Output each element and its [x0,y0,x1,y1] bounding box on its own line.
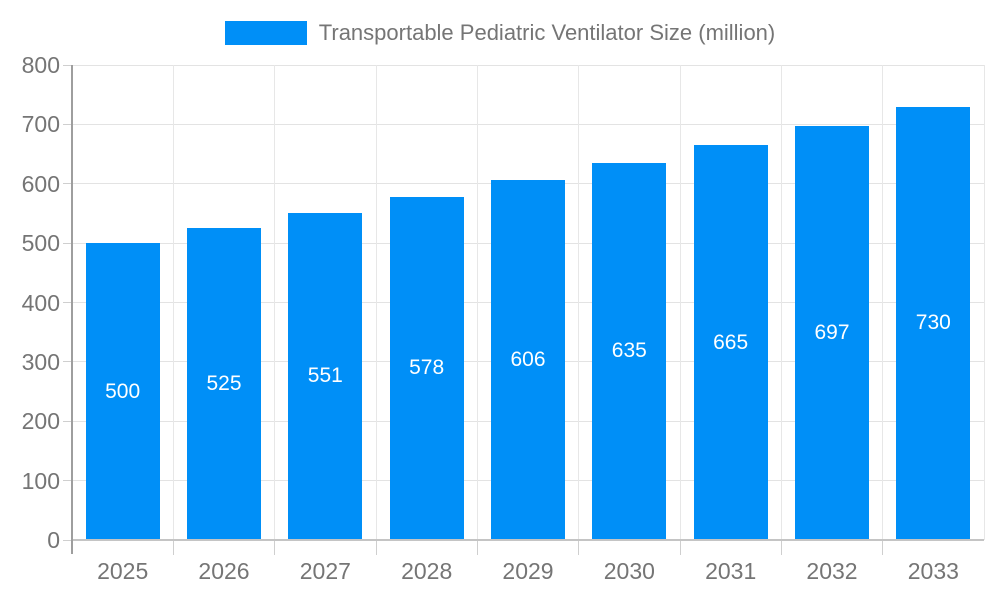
y-axis-tick [63,64,72,66]
bar-value-label: 578 [409,356,445,380]
y-axis-tick [63,242,72,244]
x-axis-label: 2032 [806,558,858,584]
legend: Transportable Pediatric Ventilator Size … [0,20,1000,46]
bar-2025: 500 [85,243,160,540]
bar-2029: 606 [491,180,565,540]
x-axis-label: 2030 [603,558,655,584]
x-axis-tick [882,540,884,555]
gridline-vertical [679,65,681,540]
legend-label: Transportable Pediatric Ventilator Size … [318,20,776,45]
bar-2033: 730 [896,106,971,540]
x-axis-label: 2026 [198,558,250,584]
x-axis-tick [172,540,174,555]
x-axis-label: 2029 [502,558,554,584]
bar-2028: 578 [389,196,464,540]
y-axis-label: 500 [21,230,60,257]
y-axis-label: 400 [21,289,60,316]
gridline-vertical [882,65,884,540]
bar-value-label: 635 [611,339,647,363]
x-axis-label: 2027 [299,558,351,584]
y-axis-label: 300 [21,348,60,375]
gridline-vertical [780,65,782,540]
x-axis-line [72,539,984,541]
plot-area: 0 100 200 300 400 500 600 700 800 500 2025 525 2026 5… [22,53,985,584]
y-axis-label: 800 [21,52,60,78]
x-axis-tick [780,540,782,555]
bar-2031: 665 [693,145,768,540]
y-axis-tick [63,183,72,185]
y-axis-line [71,65,73,554]
x-axis-tick [679,540,681,555]
y-axis-tick [63,480,72,482]
bar-value-label: 525 [206,372,242,396]
y-axis-label: 200 [21,408,60,435]
x-axis-tick [274,540,276,555]
y-axis-tick [63,302,72,303]
y-axis-tick [63,361,72,363]
x-axis-label: 2033 [907,558,959,584]
x-axis-tick [375,540,377,555]
y-axis-label: 600 [21,170,60,197]
bar-value-label: 665 [713,330,749,354]
legend-swatch [224,21,307,45]
x-axis-label: 2028 [401,558,453,584]
x-axis-tick [578,540,580,555]
y-axis-tick [63,123,72,125]
gridline-vertical [375,65,377,540]
y-axis-tick [63,539,72,541]
bar-value-label: 606 [510,348,546,372]
gridline-horizontal [72,64,984,66]
bar-2030: 635 [592,162,667,540]
gridline-vertical [476,65,478,540]
y-axis-label: 100 [21,467,60,494]
bar-2032: 697 [795,126,869,540]
gridline-vertical [983,65,985,540]
gridline-vertical [578,65,580,540]
x-axis-label: 2031 [705,558,757,584]
y-axis-tick [63,420,72,422]
bar-value-label: 730 [915,311,951,335]
gridline-vertical [172,65,174,540]
x-axis-label: 2025 [97,558,149,584]
x-axis-tick [476,540,478,555]
bar-2026: 525 [187,228,261,540]
bar-value-label: 697 [814,321,850,345]
bar-value-label: 500 [105,379,141,403]
bar-2027: 551 [288,212,363,540]
gridline-vertical [274,65,276,540]
y-axis-label: 700 [21,111,60,138]
bar-value-label: 551 [307,364,343,388]
y-axis-label: 0 [47,527,60,553]
gridline-horizontal [72,123,984,125]
